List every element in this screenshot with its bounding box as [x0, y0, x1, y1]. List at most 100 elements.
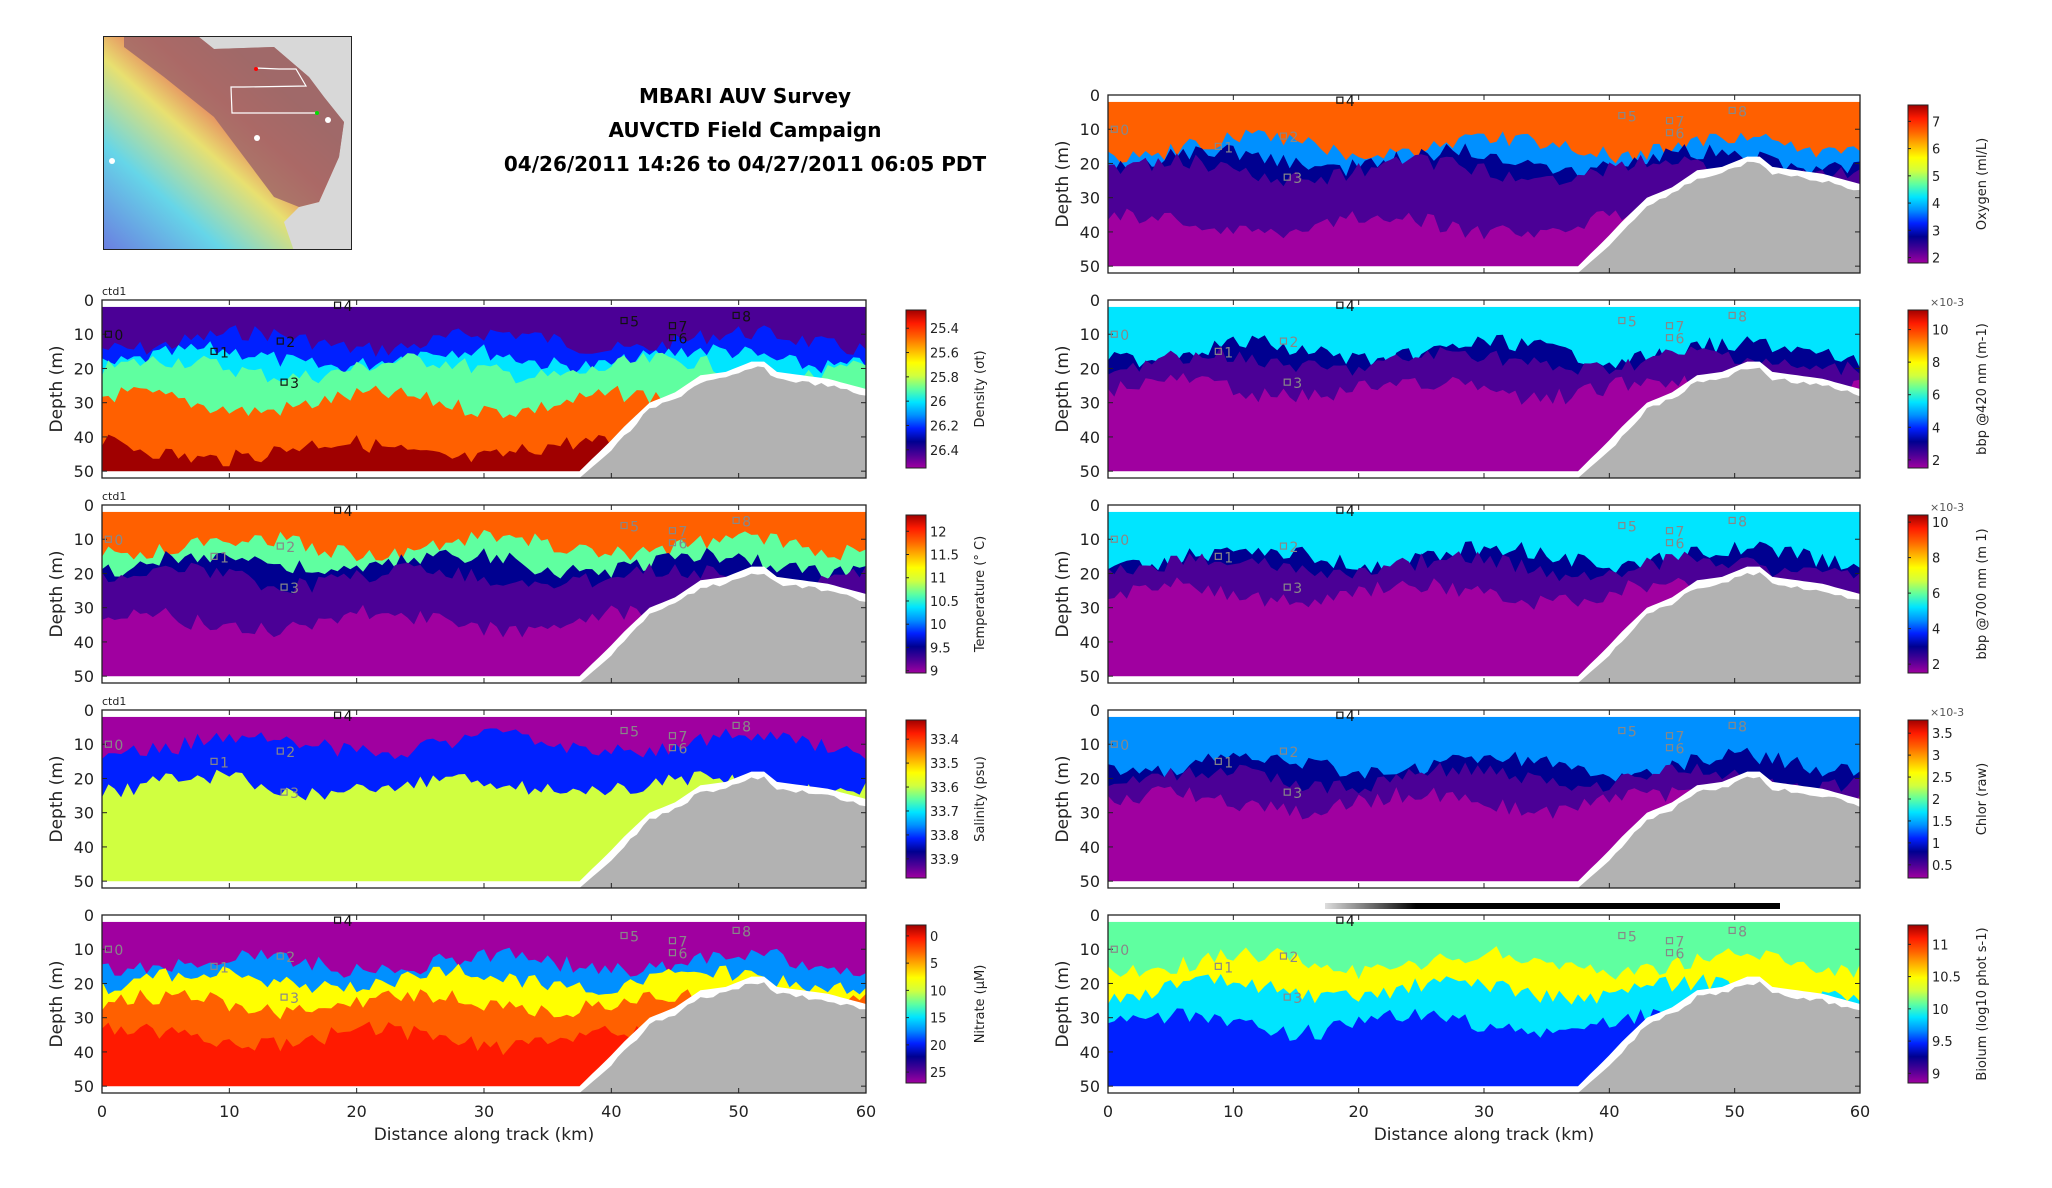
waypoint-label: 5 [630, 930, 639, 946]
xtick-label: 40 [601, 1102, 621, 1121]
ytick-label: 50 [1080, 462, 1100, 481]
waypoint-label: 3 [290, 786, 299, 802]
colorbar-tick-label: 10 [1932, 1003, 1949, 1018]
colorbar-tick-label: 2 [1932, 658, 1940, 673]
waypoint-marker [280, 993, 288, 1001]
waypoint-label: 7 [1675, 320, 1684, 336]
ytick-label: 10 [1080, 940, 1100, 959]
ylabel: Depth (m) [1053, 960, 1073, 1047]
ytick-label: 0 [1090, 906, 1100, 925]
colorbar-tick-label: 11.5 [930, 549, 959, 564]
colorbar-tick-label: 2 [1932, 454, 1940, 469]
ytick-label: 0 [1090, 291, 1100, 310]
waypoint-marker [1665, 129, 1674, 137]
colorbar-tick-label: 5 [1932, 170, 1940, 185]
colorbar-tick-label: 4 [1932, 197, 1940, 212]
ytick-label: 40 [1080, 838, 1100, 857]
waypoint-marker [1110, 945, 1118, 953]
colorbar-tick-label: 10.5 [1932, 971, 1961, 986]
ytick-label: 50 [1080, 667, 1100, 686]
waypoint-marker [1618, 111, 1626, 120]
colorbar-tick-label: 9.5 [930, 641, 951, 656]
waypoint-label: 1 [1224, 755, 1233, 771]
ytick-label: 10 [1080, 530, 1100, 549]
waypoint-label: 7 [678, 320, 687, 336]
waypoint-marker [1336, 711, 1344, 719]
ytick-label: 30 [1080, 804, 1100, 823]
ylabel: Depth (m) [1053, 755, 1073, 842]
waypoint-marker [1728, 106, 1736, 115]
colorbar-tick-label: 3 [1932, 749, 1940, 764]
colorbar-label: Oxygen (ml/L) [1975, 138, 1990, 230]
waypoint-label: 2 [286, 335, 295, 351]
colorbar [1907, 924, 1929, 1084]
waypoint-marker [1665, 527, 1674, 535]
waypoint-marker [668, 334, 677, 342]
data-field [1108, 95, 1860, 273]
colorbar-label: Biolum (log10 phot s-1) [1975, 927, 1990, 1080]
colorbar-tick-label: 4 [1932, 623, 1940, 638]
colorbar-tick-label: 10 [1932, 324, 1949, 339]
waypoint-label: 2 [286, 950, 295, 966]
waypoint-marker [333, 711, 342, 719]
time-progress-bar [1325, 903, 1780, 909]
waypoint-label: 0 [1120, 328, 1129, 344]
track-end-marker [315, 111, 319, 115]
waypoint-marker [210, 962, 218, 970]
colorbar-tick-label: 1.5 [1932, 815, 1953, 830]
waypoint-label: 6 [678, 947, 687, 963]
waypoint-marker [1110, 535, 1118, 543]
colorbar-tick-label: 33.8 [930, 829, 959, 844]
waypoint-label: 8 [742, 309, 751, 325]
title-line-1: MBARI AUV Survey [638, 84, 852, 108]
colorbar-tick-label: 11 [930, 572, 947, 587]
ytick-label: 20 [1080, 154, 1100, 173]
colorbar-tick-label: 6 [1932, 143, 1940, 158]
track-line [230, 67, 316, 114]
seafloor [102, 366, 866, 478]
waypoint-marker [1336, 301, 1344, 309]
ylabel: Depth (m) [1053, 140, 1073, 227]
waypoint-marker [1214, 552, 1222, 560]
ytick-label: 30 [1080, 599, 1100, 618]
waypoint-marker [1283, 993, 1291, 1001]
waypoint-label: 0 [1120, 943, 1129, 959]
waypoint-marker [1728, 926, 1736, 935]
seafloor [1108, 367, 1860, 478]
xtick-label: 50 [1724, 1102, 1744, 1121]
colorbar [1907, 309, 1929, 469]
xtick-label: 20 [1348, 1102, 1368, 1121]
waypoint-label: 3 [1293, 991, 1302, 1007]
waypoint-label: 4 [1346, 709, 1355, 725]
data-field [102, 505, 866, 683]
waypoint-marker [1728, 311, 1736, 320]
ylabel: Depth (m) [47, 345, 67, 432]
xtick-label: 40 [1599, 1102, 1619, 1121]
waypoint-marker [668, 744, 677, 752]
waypoint-marker [668, 732, 677, 740]
waypoint-label: 3 [290, 376, 299, 392]
waypoint-label: 3 [1293, 786, 1302, 802]
waypoint-label: 5 [1628, 520, 1637, 536]
waypoint-marker [1110, 740, 1118, 748]
xlabel: Distance along track (km) [1374, 1125, 1595, 1145]
waypoint-marker [276, 747, 284, 755]
colorbar-tick-label: 33.6 [930, 781, 959, 796]
seafloor [1108, 161, 1860, 273]
waypoint-label: 7 [678, 730, 687, 746]
data-field [1108, 915, 1860, 1093]
waypoint-label: 3 [1293, 376, 1302, 392]
ytick-label: 40 [1080, 633, 1100, 652]
waypoint-marker [210, 552, 218, 560]
colorbar-tick-label: 6 [1932, 389, 1940, 404]
waypoint-marker [1279, 337, 1288, 345]
ytick-label: 20 [1080, 974, 1100, 993]
waypoint-label: 2 [286, 745, 295, 761]
waypoint-label: 2 [1289, 745, 1298, 761]
waypoint-marker [210, 347, 218, 355]
colorbar-multiplier: ×10-3 [1930, 296, 1964, 309]
waypoint-marker [1279, 542, 1288, 550]
ylabel: Depth (m) [47, 550, 67, 637]
waypoint-marker [1283, 583, 1291, 591]
